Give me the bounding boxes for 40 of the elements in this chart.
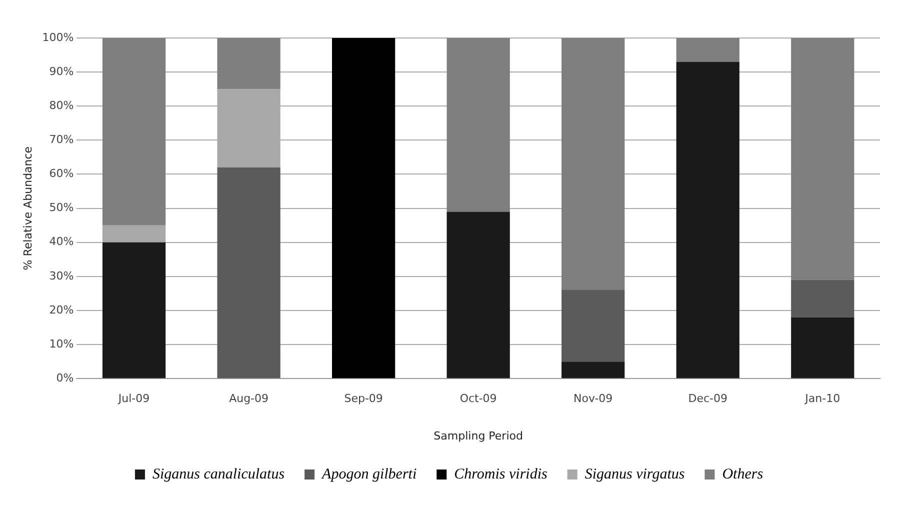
bar bbox=[217, 167, 280, 378]
y-tick-label: 70% bbox=[49, 133, 74, 146]
y-tick-label: 90% bbox=[49, 64, 74, 78]
y-tick-label: 60% bbox=[49, 167, 74, 180]
legend-label: Chromis viridis bbox=[454, 466, 548, 482]
y-tick-label: 80% bbox=[49, 98, 74, 112]
bar bbox=[562, 290, 625, 362]
legend-label: Others bbox=[722, 466, 764, 482]
bar bbox=[102, 242, 166, 378]
legend-label: Siganus virgatus bbox=[584, 466, 685, 482]
x-tick-label: Jul-09 bbox=[117, 392, 150, 406]
legend-label: Siganus canaliculatus bbox=[152, 466, 285, 482]
bar bbox=[217, 38, 280, 90]
x-tick-label: Jan-10 bbox=[804, 392, 840, 406]
legend-label: Apogon gilberti bbox=[321, 466, 417, 482]
bar bbox=[446, 38, 510, 212]
bar bbox=[562, 362, 625, 378]
y-tick-label: 40% bbox=[49, 235, 74, 248]
bar bbox=[446, 212, 510, 378]
y-tick-label: 0% bbox=[56, 371, 74, 384]
y-axis-title: % Relative Abundance bbox=[21, 146, 34, 270]
bar bbox=[791, 38, 854, 280]
x-tick-label: Nov-09 bbox=[574, 392, 613, 406]
x-tick-label: Sep-09 bbox=[344, 392, 383, 406]
x-tick-label: Dec-09 bbox=[688, 392, 728, 406]
bar bbox=[791, 280, 854, 318]
bar bbox=[676, 62, 740, 378]
y-tick-label: 10% bbox=[49, 337, 74, 350]
bar bbox=[332, 38, 396, 378]
bar bbox=[791, 317, 854, 378]
bar bbox=[562, 38, 625, 290]
x-axis-title: Sampling Period bbox=[434, 429, 523, 442]
bar bbox=[676, 38, 740, 62]
y-tick-label: 20% bbox=[49, 303, 74, 316]
x-tick-label: Oct-09 bbox=[460, 392, 497, 406]
y-tick-label: 50% bbox=[49, 201, 74, 214]
bar bbox=[102, 38, 166, 226]
y-tick-label: 30% bbox=[49, 269, 74, 282]
y-tick-label: 100% bbox=[42, 30, 74, 44]
x-tick-label: Aug-09 bbox=[229, 392, 269, 406]
